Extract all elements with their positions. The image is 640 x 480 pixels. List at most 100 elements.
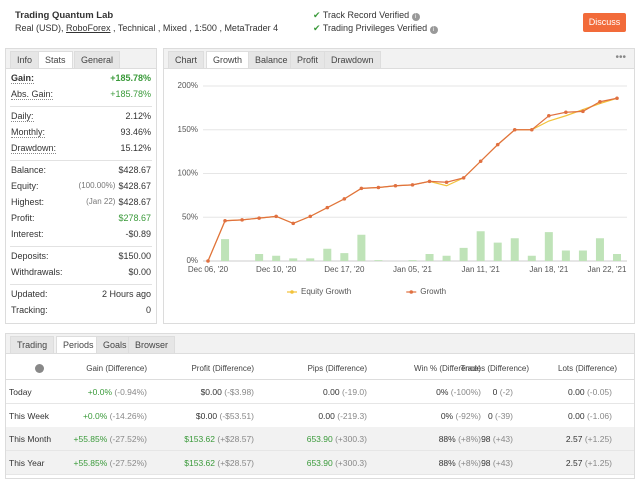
- cell: +0.0% (-14.26%): [83, 411, 147, 421]
- bar: [425, 254, 434, 261]
- x-tick-label: Jan 11, '21: [462, 265, 501, 274]
- broker-link[interactable]: RoboForex: [66, 23, 111, 33]
- separator: [10, 106, 152, 107]
- separator: [10, 160, 152, 161]
- point: [410, 183, 415, 187]
- cell: $153.62 (+$28.57): [184, 434, 254, 444]
- cell-difference: (+8%): [458, 434, 481, 444]
- cell: $0.00 (-$3.98): [201, 387, 254, 397]
- cell-difference: (-1.06): [586, 410, 612, 421]
- subtitle-text: , Technical , Mixed , 1:500 , MetaTrader…: [110, 23, 279, 33]
- cell-value: 0%: [436, 387, 449, 397]
- cell: 0 (-2): [493, 387, 513, 397]
- cell-value: 653.90: [306, 434, 333, 444]
- cell-value: 0.00: [318, 410, 335, 421]
- stat-value: $150.00: [118, 251, 151, 261]
- x-tick-label: Jan 05, '21: [393, 265, 432, 274]
- cell-value: 0: [487, 410, 493, 421]
- bar: [272, 255, 281, 261]
- discuss-button[interactable]: Discuss: [583, 13, 626, 32]
- tab[interactable]: Chart: [168, 51, 205, 68]
- cell: 0.00 (-219.3): [318, 411, 367, 421]
- point: [598, 99, 602, 104]
- legend-label: Equity Growth: [301, 287, 351, 296]
- cell-value: 0.00: [323, 387, 340, 397]
- cell-difference: (-$3.98): [224, 387, 254, 397]
- cell-value: 0.00: [568, 410, 585, 421]
- point: [547, 113, 551, 118]
- legend-swatch: [409, 290, 414, 294]
- stat-label: Drawdown:: [11, 143, 57, 154]
- stat-label: Highest:: [11, 197, 45, 207]
- tab[interactable]: Stats: [38, 51, 73, 68]
- point: [325, 205, 330, 210]
- cell-difference: (+1.25): [584, 434, 612, 444]
- cell: +0.0% (-0.94%): [88, 387, 147, 397]
- y-tick-label: 100%: [178, 169, 198, 178]
- cell: 0.00 (-0.05): [568, 387, 612, 397]
- tab[interactable]: Periods: [56, 336, 101, 353]
- verified: ✔ Track Record Verified i: [313, 10, 420, 21]
- cell-difference: (+300.3): [335, 457, 367, 468]
- stat-note: (Jan 22): [86, 197, 116, 206]
- separator: [10, 246, 152, 247]
- subtitle: Real (USD), RoboForex , Technical , Mixe…: [15, 23, 278, 33]
- point: [478, 159, 483, 164]
- point: [359, 186, 364, 191]
- stat-value: $428.67: [118, 197, 151, 207]
- tab[interactable]: Drawdown: [324, 51, 381, 68]
- cell: 0% (-100%): [436, 387, 481, 397]
- bar: [306, 258, 315, 261]
- verified-text: Track Record Verified: [322, 10, 410, 20]
- row-background: [6, 450, 634, 474]
- subtitle-text: Real (USD),: [15, 23, 67, 33]
- tab[interactable]: General: [74, 51, 121, 68]
- cell-value: 88%: [438, 434, 456, 444]
- cell-difference: (-92%): [455, 410, 481, 421]
- row-label: Today: [9, 387, 32, 397]
- bar: [578, 250, 587, 261]
- point: [291, 221, 296, 226]
- point: [615, 96, 619, 101]
- bar: [374, 260, 383, 261]
- chart: 0% 50% 100% 150% 200% Dec 06, '20 Dec 10, '20 D…: [178, 81, 627, 296]
- bar: [510, 238, 519, 261]
- menu-icon[interactable]: •••: [615, 52, 626, 63]
- legend-swatch: [290, 290, 294, 294]
- cell-difference: (-2): [499, 387, 513, 397]
- cell-value: 0: [492, 387, 498, 397]
- point: [376, 185, 381, 190]
- stat-value: 0: [145, 305, 151, 315]
- cell: 88% (+8%): [439, 458, 481, 468]
- tab[interactable]: Info: [10, 51, 40, 68]
- stat-label: Updated:: [11, 289, 48, 299]
- cell-difference: (-0.05): [586, 387, 612, 397]
- cell-difference: (+1.25): [584, 457, 612, 468]
- cell: $153.62 (+$28.57): [184, 458, 254, 468]
- point: [342, 197, 347, 201]
- column-header: Pips (Difference): [307, 364, 367, 373]
- bar: [476, 231, 485, 261]
- cell-difference: (+43): [492, 434, 513, 444]
- cell: 0% (-92%): [441, 411, 481, 421]
- cell: +55.85% (-27.52%): [74, 434, 148, 444]
- cell-difference: (-27.52%): [109, 457, 147, 468]
- x-tick-label: Dec 06, '20: [188, 265, 229, 274]
- tab[interactable]: Browser: [128, 336, 176, 353]
- stat-value: 15.12%: [120, 143, 151, 153]
- cell-difference: (-0.94%): [114, 387, 147, 397]
- cell-value: 2.57: [565, 457, 583, 468]
- column-header: Trades (Difference): [460, 364, 529, 373]
- bar: [442, 255, 451, 261]
- stats-panel: Info Stats General Gain: +185.78% Abs. Gain: +…: [5, 48, 157, 324]
- cell-difference: (+$28.57): [217, 457, 254, 468]
- stat-value: $0.00: [128, 267, 151, 277]
- cell-difference: (+8%): [458, 457, 481, 468]
- cell: 88% (+8%): [439, 434, 481, 444]
- point: [581, 109, 585, 114]
- x-tick-label: Dec 17, '20: [324, 265, 365, 274]
- point: [461, 176, 466, 180]
- point: [444, 180, 449, 185]
- tab[interactable]: Trading: [10, 336, 55, 353]
